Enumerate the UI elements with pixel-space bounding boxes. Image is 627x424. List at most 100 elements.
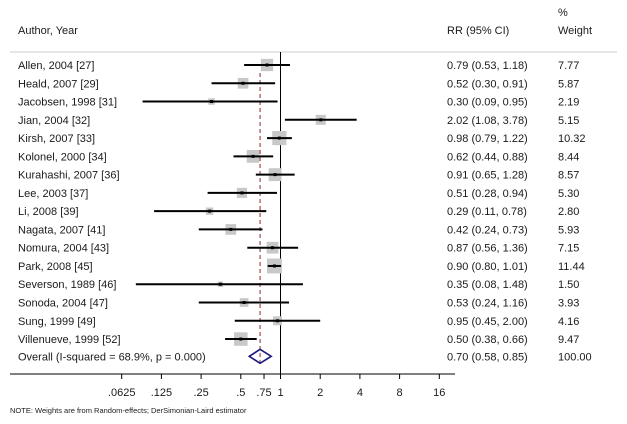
plot-layer	[259, 52, 281, 374]
study-row: Heald, 2007 [29] 0.52 (0.30, 0.91) 5.87	[18, 77, 579, 90]
weight-value: 7.15	[558, 243, 579, 255]
rr-ci-value: 0.90 (0.80, 1.01)	[447, 261, 528, 273]
rr-ci-value: 0.98 (0.79, 1.22)	[447, 133, 528, 145]
x-tick-label: 8	[397, 387, 403, 399]
x-tick-label: .75	[256, 387, 271, 399]
study-row: Nomura, 2004 [43] 0.87 (0.56, 1.36) 7.15	[18, 241, 579, 255]
overall-label: Overall (I-squared = 68.9%, p = 0.000)	[18, 351, 206, 363]
point-estimate	[276, 319, 280, 323]
rr-ci-value: 0.53 (0.24, 1.16)	[447, 298, 528, 310]
rr-ci-value: 0.91 (0.65, 1.28)	[447, 170, 528, 182]
point-estimate	[242, 301, 246, 305]
study-label: Kolonel, 2000 [34]	[18, 151, 107, 163]
study-label: Sung, 1999 [49]	[18, 316, 96, 328]
point-estimate	[208, 209, 212, 213]
header-weight-percent: %	[558, 7, 568, 19]
rr-ci-value: 2.02 (1.08, 3.78)	[447, 115, 528, 127]
study-row: Sung, 1999 [49] 0.95 (0.45, 2.00) 4.16	[18, 316, 579, 328]
study-row: Allen, 2004 [27] 0.79 (0.53, 1.18) 7.77	[18, 58, 579, 72]
point-estimate	[239, 337, 243, 341]
study-label: Jacobsen, 1998 [31]	[18, 97, 117, 109]
x-tick-label: .0625	[108, 387, 136, 399]
weight-value: 5.30	[558, 188, 579, 200]
header-weight: Weight	[558, 25, 592, 37]
point-estimate	[319, 118, 323, 122]
weight-value: 8.57	[558, 170, 579, 182]
x-tick-label: .25	[193, 387, 208, 399]
point-estimate	[273, 173, 277, 177]
rr-ci-value: 0.62 (0.44, 0.88)	[447, 151, 528, 163]
weight-value: 2.19	[558, 97, 579, 109]
study-label: Allen, 2004 [27]	[18, 60, 94, 72]
study-row: Jacobsen, 1998 [31] 0.30 (0.09, 0.95) 2.19	[18, 97, 579, 109]
study-row: Kirsh, 2007 [33] 0.98 (0.79, 1.22) 10.32	[18, 131, 586, 146]
study-label: Nagata, 2007 [41]	[18, 224, 105, 236]
weight-value: 5.15	[558, 115, 579, 127]
x-tick-label: .125	[151, 387, 172, 399]
study-label: Villenueve, 1999 [52]	[18, 334, 121, 346]
weight-value: 5.93	[558, 224, 579, 236]
study-label: Kirsh, 2007 [33]	[18, 133, 95, 145]
point-estimate	[277, 136, 281, 140]
weight-value: 7.77	[558, 60, 579, 72]
overall-row: Overall (I-squared = 68.9%, p = 0.000) 0.…	[18, 348, 592, 365]
point-estimate	[240, 191, 244, 195]
weight-value: 9.47	[558, 334, 579, 346]
study-row: Villenueve, 1999 [52] 0.50 (0.38, 0.66) 9.…	[18, 332, 579, 346]
rr-ci-value: 0.30 (0.09, 0.95)	[447, 97, 528, 109]
x-tick-label: 1	[277, 387, 283, 399]
footnote: NOTE: Weights are from Random-effects; D…	[10, 406, 247, 415]
point-estimate	[229, 227, 233, 231]
weight-value: 4.16	[558, 316, 579, 328]
rr-ci-value: 0.50 (0.38, 0.66)	[447, 334, 528, 346]
x-tick-label: 16	[433, 387, 445, 399]
study-rows: Allen, 2004 [27] 0.79 (0.53, 1.18) 7.77 Hea…	[18, 58, 592, 365]
point-estimate	[218, 282, 222, 286]
point-estimate	[271, 246, 275, 250]
study-label: Kurahashi, 2007 [36]	[18, 170, 120, 182]
header-estimate: RR (95% CI)	[447, 25, 509, 37]
study-row: Kolonel, 2000 [34] 0.62 (0.44, 0.88) 8.44	[18, 149, 579, 163]
rr-ci-value: 0.52 (0.30, 0.91)	[447, 78, 528, 90]
point-estimate	[265, 63, 269, 67]
study-row: Lee, 2003 [37] 0.51 (0.28, 0.94) 5.30	[18, 187, 579, 200]
overall-diamond	[247, 348, 273, 365]
study-row: Li, 2008 [39] 0.29 (0.11, 0.78) 2.80	[18, 206, 579, 218]
point-estimate	[272, 264, 276, 268]
point-estimate	[210, 100, 214, 104]
study-label: Park, 2008 [45]	[18, 261, 93, 273]
x-axis-ticks: .0625 .125 .25 .5 .75 1 2 4 8 16	[108, 374, 445, 399]
point-estimate	[251, 154, 255, 158]
weight-value: 5.87	[558, 78, 579, 90]
study-row: Park, 2008 [45] 0.90 (0.80, 1.01) 11.44	[18, 258, 585, 274]
study-label: Lee, 2003 [37]	[18, 188, 88, 200]
rr-ci-value: 0.95 (0.45, 2.00)	[447, 316, 528, 328]
weight-value: 10.32	[558, 133, 586, 145]
study-row: Jian, 2004 [32] 2.02 (1.08, 3.78) 5.15	[18, 115, 579, 127]
rr-ci-value: 0.42 (0.24, 0.73)	[447, 224, 528, 236]
weight-value: 3.93	[558, 298, 579, 310]
study-row: Nagata, 2007 [41] 0.42 (0.24, 0.73) 5.93	[18, 224, 579, 236]
weight-value: 8.44	[558, 151, 579, 163]
weight-value: 11.44	[558, 261, 585, 273]
study-row: Severson, 1989 [46] 0.35 (0.08, 1.48) 1.50	[18, 279, 579, 291]
weight-value: 2.80	[558, 206, 579, 218]
study-label: Li, 2008 [39]	[18, 206, 79, 218]
study-label: Severson, 1989 [46]	[18, 279, 116, 291]
rr-ci-value: 0.87 (0.56, 1.36)	[447, 243, 528, 255]
header-study: Author, Year	[18, 25, 78, 37]
overall-rr-ci-value: 0.70 (0.58, 0.85)	[447, 351, 528, 363]
study-label: Jian, 2004 [32]	[18, 115, 90, 127]
study-label: Nomura, 2004 [43]	[18, 243, 109, 255]
rr-ci-value: 0.51 (0.28, 0.94)	[447, 188, 528, 200]
study-label: Sonoda, 2004 [47]	[18, 298, 108, 310]
study-row: Kurahashi, 2007 [36] 0.91 (0.65, 1.28) 8.5…	[18, 168, 579, 182]
study-row: Sonoda, 2004 [47] 0.53 (0.24, 1.16) 3.93	[18, 298, 579, 310]
x-tick-label: .5	[236, 387, 245, 399]
x-tick-label: 4	[357, 387, 363, 399]
rr-ci-value: 0.79 (0.53, 1.18)	[447, 60, 528, 72]
overall-weight-value: 100.00	[558, 351, 592, 363]
rr-ci-value: 0.29 (0.11, 0.78)	[447, 206, 527, 218]
rr-ci-value: 0.35 (0.08, 1.48)	[447, 279, 528, 291]
